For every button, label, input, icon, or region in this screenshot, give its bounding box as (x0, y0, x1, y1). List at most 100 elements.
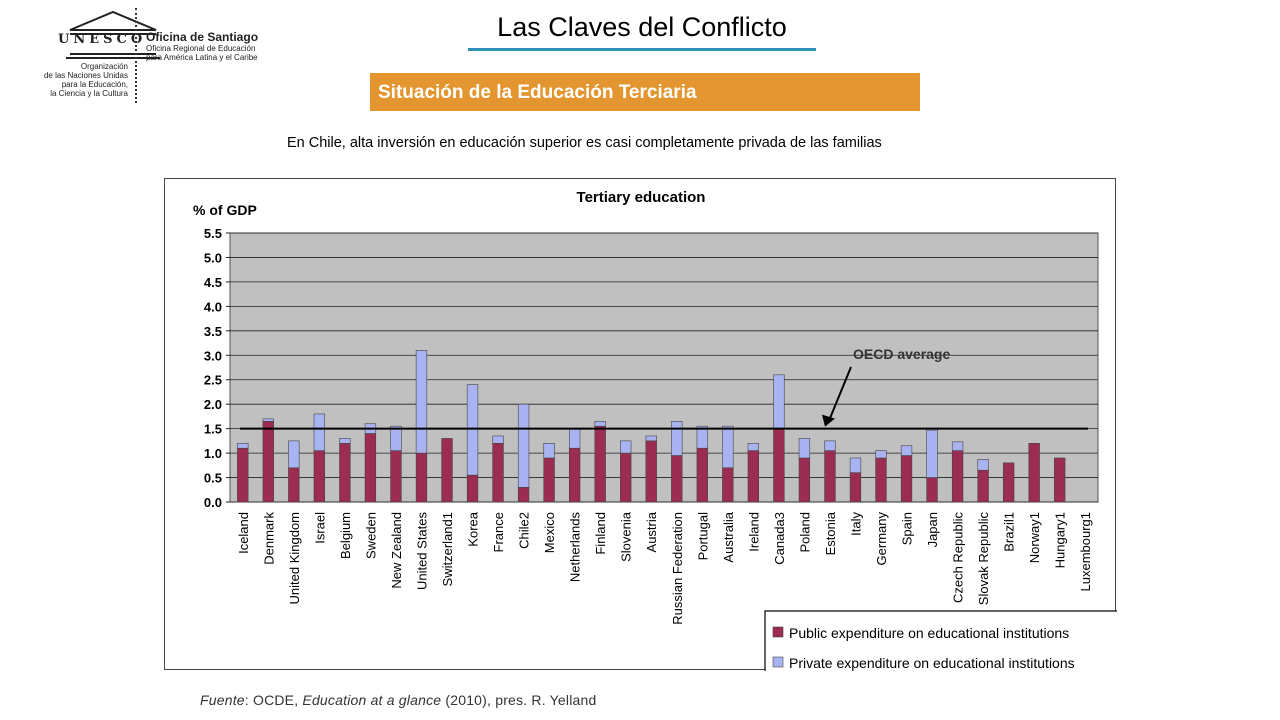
unesco-name-line: Organización (80, 62, 128, 71)
source-note: Fuente: OCDE, Education at a glance (201… (200, 692, 596, 708)
x-tick-label: Spain (900, 512, 915, 545)
legend-swatch-public (772, 626, 784, 638)
x-tick-label: Luxembourg1 (1078, 512, 1093, 592)
slide-title: Las Claves del Conflicto (497, 12, 787, 42)
bar-public (415, 452, 428, 503)
bar-public (696, 447, 708, 503)
bar-private (288, 440, 300, 469)
x-tick-label: Denmark (261, 512, 276, 565)
bar-public (773, 428, 785, 503)
x-tick-label: Finland (593, 512, 608, 555)
bar-public (849, 472, 862, 503)
bar-public (977, 469, 989, 503)
office-title: Oficina de Santiago (146, 30, 259, 44)
bar-private (722, 425, 734, 469)
bar-private (824, 440, 836, 451)
bar-public (390, 450, 402, 503)
bar-public (645, 440, 657, 503)
x-tick-label: Iceland (236, 512, 251, 554)
x-tick-label: Austria (644, 511, 659, 552)
bar-public (798, 457, 811, 503)
bar-public (568, 447, 581, 503)
x-tick-label: United Kingdom (287, 512, 302, 605)
chart-frame: Tertiary education % of GDP 0.0 0.5 1.0 1.5 2.… (164, 178, 1117, 671)
legend-swatch-private (772, 656, 784, 668)
y-tick-label: 1.0 (204, 446, 222, 461)
bar-private (466, 384, 479, 476)
bar-private (262, 418, 274, 422)
y-tick-label: 0.0 (204, 495, 222, 510)
bar-public (262, 421, 274, 503)
x-tick-label: Ireland (746, 512, 761, 552)
bar-private (926, 429, 938, 478)
bar-public (671, 455, 683, 503)
bar-public (492, 443, 504, 503)
chart-title: Tertiary education (577, 189, 706, 206)
bar-private (492, 435, 504, 444)
bar-private (543, 443, 555, 459)
bar-public (1028, 443, 1040, 503)
title-underline (468, 48, 816, 51)
bar-public (926, 477, 938, 503)
bar-private (313, 413, 326, 451)
x-tick-label: Australia (721, 511, 736, 562)
y-tick-label: 1.5 (204, 422, 222, 437)
x-tick-label: Belgium (338, 512, 353, 559)
bar-public (288, 467, 300, 503)
x-tick-label: Portugal (695, 512, 710, 561)
unesco-name-line: para la Educación, (61, 80, 128, 89)
x-tick-label: Italy (848, 512, 863, 536)
logo-divider (135, 8, 137, 103)
x-tick-label: Japan (925, 512, 940, 547)
bar-private (620, 440, 632, 454)
tertiary-education-chart: Tertiary education % of GDP 0.0 0.5 1.0 1.5 2.… (193, 189, 1117, 671)
bar-public (237, 447, 249, 503)
bar-private (517, 403, 530, 488)
bar-public (594, 425, 606, 503)
unesco-name-line: de las Naciones Unidas (43, 71, 128, 80)
y-tick-label: 2.0 (204, 397, 222, 412)
office-subtitle-line: para América Latina y el Caribe (146, 53, 258, 62)
bar-public (722, 467, 734, 503)
x-tick-label: Switzerland1 (440, 512, 455, 586)
bar-public (1002, 462, 1015, 503)
x-tick-label: Poland (797, 512, 812, 552)
x-tick-label: Canada3 (772, 512, 787, 565)
unesco-logo (28, 8, 328, 103)
x-tick-label: Hungary1 (1053, 512, 1068, 568)
y-tick-label: 0.5 (204, 471, 222, 486)
oecd-arrow-head (822, 414, 835, 427)
bar-private (747, 443, 760, 451)
section-heading: Situación de la Educación Terciaria (370, 73, 920, 111)
x-tick-label: Russian Federation (670, 512, 685, 625)
y-tick-label: 2.5 (204, 373, 222, 388)
unesco-full-name: Organización de las Naciones Unidas para… (30, 62, 128, 98)
bar-private (390, 425, 402, 451)
x-tick-label: Slovenia (619, 511, 634, 562)
bar-private (849, 457, 862, 473)
x-tick-label: Brazil1 (1002, 512, 1017, 552)
bar-private (696, 425, 708, 449)
bar-private (237, 443, 249, 449)
oecd-arrow-shaft (828, 366, 852, 422)
x-tick-label: Korea (466, 511, 481, 546)
x-tick-label: United States (414, 512, 429, 591)
y-tick-label: 3.5 (204, 324, 222, 339)
bar-public (364, 433, 377, 503)
bar-private (568, 428, 581, 449)
unesco-wordmark: UNESCO (58, 32, 147, 47)
plot-area (229, 232, 1099, 503)
bar-public (313, 450, 326, 503)
source-prefix: Fuente (200, 692, 245, 708)
y-tick-label: 4.5 (204, 275, 222, 290)
bar-private (977, 459, 989, 471)
bar-public (441, 438, 453, 503)
x-tick-label: Czech Republic (951, 512, 966, 604)
oecd-average-label: OECD average (853, 346, 950, 362)
y-tick-label: 5.5 (204, 226, 222, 241)
x-tick-label: Netherlands (568, 512, 583, 583)
bar-public (1054, 457, 1066, 503)
bar-public (900, 455, 913, 503)
source-sep: : OCDE, (244, 692, 303, 708)
bar-private (671, 421, 683, 456)
